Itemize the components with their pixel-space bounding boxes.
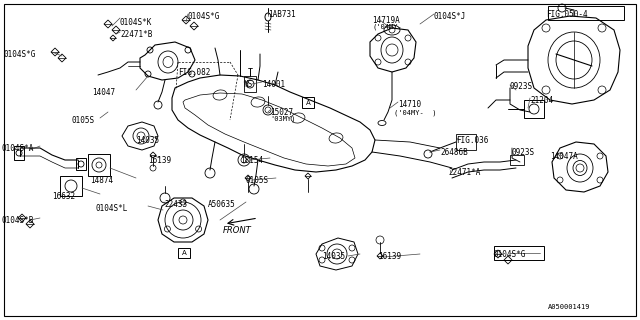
Text: 0923S: 0923S: [510, 82, 533, 91]
Text: 1AB731: 1AB731: [268, 10, 296, 19]
Text: 16139: 16139: [378, 252, 401, 261]
Bar: [494, 246, 544, 260]
Text: 16139: 16139: [148, 156, 171, 165]
Text: 0104S*L: 0104S*L: [96, 204, 129, 213]
Text: 0104S*J: 0104S*J: [434, 12, 467, 21]
Text: 0105S: 0105S: [246, 176, 269, 185]
Text: FIG.050-4: FIG.050-4: [546, 10, 588, 19]
Text: 0104S*G: 0104S*G: [494, 250, 526, 259]
Text: 14035: 14035: [322, 252, 345, 261]
Text: FRONT: FRONT: [223, 226, 252, 235]
Text: 0104S*G: 0104S*G: [4, 50, 36, 59]
Text: 14710: 14710: [398, 100, 421, 109]
Text: 14035: 14035: [136, 136, 159, 145]
Bar: [60, 176, 82, 196]
Text: 26486B: 26486B: [440, 148, 468, 157]
Bar: [548, 6, 624, 20]
Text: A050001419: A050001419: [548, 304, 591, 310]
Text: A50635: A50635: [208, 200, 236, 209]
Text: 22433: 22433: [164, 200, 187, 209]
Text: A: A: [306, 100, 310, 106]
Text: 15027: 15027: [270, 108, 293, 117]
Text: 22471*A: 22471*A: [448, 168, 481, 177]
Bar: [178, 248, 190, 258]
Text: ('04MY-  ): ('04MY- ): [394, 109, 436, 116]
Text: 14874: 14874: [90, 176, 113, 185]
Text: 16632: 16632: [52, 192, 75, 201]
Text: 0105S: 0105S: [72, 116, 95, 125]
Text: FIG.082: FIG.082: [178, 68, 211, 77]
Text: 0104S*A: 0104S*A: [2, 144, 35, 153]
Bar: [88, 154, 110, 176]
Bar: [510, 155, 524, 165]
Bar: [524, 100, 544, 118]
Text: 0923S: 0923S: [512, 148, 535, 157]
Bar: [14, 146, 24, 160]
Text: 22471*B: 22471*B: [120, 30, 152, 39]
Bar: [456, 134, 476, 150]
Text: 0104S*K: 0104S*K: [120, 18, 152, 27]
Text: 0104S*G: 0104S*G: [188, 12, 220, 21]
Text: 14001: 14001: [262, 80, 285, 89]
Text: 21204: 21204: [530, 96, 553, 105]
Text: 18154: 18154: [240, 156, 263, 165]
Bar: [76, 158, 86, 170]
Text: ('04MY-: ('04MY-: [372, 24, 402, 30]
Text: '03MY): '03MY): [270, 116, 296, 123]
Bar: [244, 76, 256, 92]
Bar: [302, 97, 314, 108]
Text: 14047A: 14047A: [550, 152, 578, 161]
Text: 14719A: 14719A: [372, 16, 400, 25]
Text: A: A: [182, 250, 186, 256]
Text: FIG.036: FIG.036: [456, 136, 488, 145]
Text: 14047: 14047: [92, 88, 115, 97]
Text: NS: NS: [244, 80, 253, 89]
Text: 0104S*B: 0104S*B: [2, 216, 35, 225]
